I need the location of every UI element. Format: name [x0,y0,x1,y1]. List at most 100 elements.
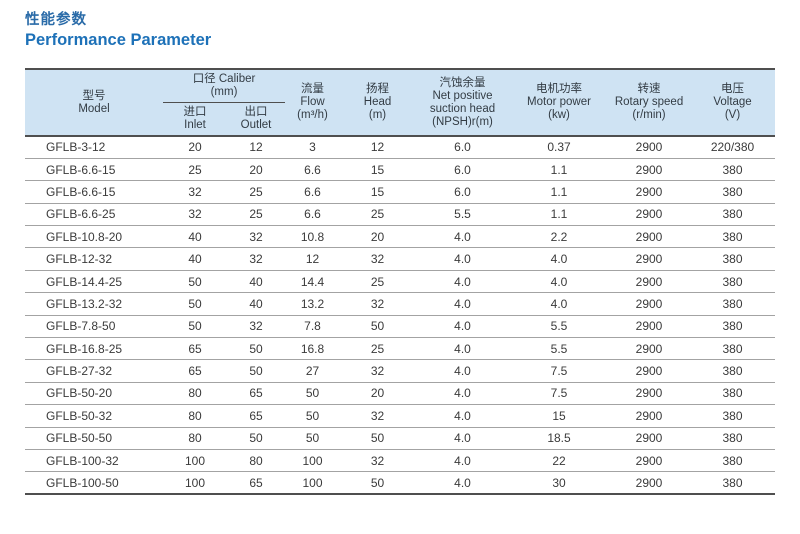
value-cell: 65 [163,359,227,383]
model-cell: GFLB-12-32 [25,247,163,271]
value-cell: 4.0 [415,314,511,338]
value-cell: 50 [227,337,286,360]
value-cell: 7.5 [510,359,609,383]
value-cell: 25 [340,269,416,293]
value-cell: 22 [510,448,609,472]
value-cell: 50 [227,359,286,383]
table-row: GFLB-7.8-50 50 32 7.8 50 4.0 5.5 2900 380 [25,314,776,338]
value-cell: 100 [285,448,341,472]
value-cell: 4.0 [415,359,511,383]
value-cell: 6.6 [285,157,341,181]
value-cell: 80 [163,404,227,428]
model-cell: GFLB-16.8-25 [25,337,163,360]
value-cell: 4.0 [510,292,609,316]
value-cell: 50 [340,314,416,338]
value-cell: 32 [163,180,227,204]
value-cell: 32 [227,247,286,271]
header-row-main: 型号 Model 口径 Caliber (mm) 流量 Flow (m³/h) … [25,68,776,136]
value-cell: 32 [340,448,416,472]
col-header-npsh: 汽蚀余量 Net positive suction head (NPSH)r(m… [415,68,511,136]
value-cell: 13.2 [285,292,341,316]
value-cell: 4.0 [510,247,609,271]
value-cell: 50 [163,269,227,293]
value-cell: 5.5 [510,314,609,338]
table-row: GFLB-3-12 20 12 3 12 6.0 0.37 2900 220/380 [25,134,776,159]
col-header-model: 型号 Model [25,68,163,136]
value-cell: 32 [340,292,416,316]
model-cell: GFLB-6.6-25 [25,202,163,226]
header-row-sub: 进口 Inlet 出口 Outlet [25,102,775,136]
value-cell: 2900 [608,157,691,181]
value-cell: 12 [285,247,341,271]
value-cell: 3 [285,134,341,159]
value-cell: 4.0 [415,247,511,271]
value-cell: 380 [690,269,776,293]
value-cell: 65 [227,471,286,496]
value-cell: 4.0 [415,448,511,472]
col-header-model-en: Model [78,102,110,115]
table-row: GFLB-12-32 40 32 12 32 4.0 4.0 2900 380 [25,247,776,271]
value-cell: 2900 [608,225,691,248]
value-cell: 40 [227,269,286,293]
model-cell: GFLB-50-20 [25,381,163,405]
value-cell: 4.0 [415,426,511,450]
value-cell: 25 [227,202,286,226]
value-cell: 100 [285,471,341,496]
value-cell: 2900 [608,180,691,204]
value-cell: 380 [690,404,776,428]
value-cell: 4.0 [415,381,511,405]
value-cell: 12 [227,134,286,159]
value-cell: 25 [163,157,227,181]
value-cell: 380 [690,426,776,450]
value-cell: 30 [510,471,609,496]
table-row: GFLB-100-32 100 80 100 32 4.0 22 2900 380 [25,448,776,472]
col-header-inlet: 进口 Inlet [163,102,227,136]
performance-parameter-table: 型号 Model 口径 Caliber (mm) 流量 Flow (m³/h) … [25,68,776,496]
page-title: 性能参数 Performance Parameter [25,12,211,51]
value-cell: 6.6 [285,202,341,226]
table-row: GFLB-6.6-25 32 25 6.6 25 5.5 1.1 2900 380 [25,202,776,226]
value-cell: 2900 [608,448,691,472]
table-row: GFLB-16.8-25 65 50 16.8 25 4.0 5.5 2900 380 [25,337,776,360]
value-cell: 50 [163,292,227,316]
value-cell: 100 [163,471,227,496]
col-header-caliber-unit: (mm) [210,86,238,98]
value-cell: 6.0 [415,180,511,204]
value-cell: 20 [227,157,286,181]
value-cell: 50 [163,314,227,338]
table-row: GFLB-6.6-15 32 25 6.6 15 6.0 1.1 2900 380 [25,180,776,204]
value-cell: 50 [285,426,341,450]
value-cell: 32 [227,314,286,338]
value-cell: 32 [227,225,286,248]
value-cell: 4.0 [415,225,511,248]
value-cell: 2.2 [510,225,609,248]
table-row: GFLB-50-50 80 50 50 50 4.0 18.5 2900 380 [25,426,776,450]
col-header-head: 扬程 Head (m) [340,68,416,136]
value-cell: 380 [690,381,776,405]
page-title-zh: 性能参数 [25,12,87,28]
model-cell: GFLB-13.2-32 [25,292,163,316]
value-cell: 380 [690,202,776,226]
table-row: GFLB-10.8-20 40 32 10.8 20 4.0 2.2 2900 380 [25,225,776,248]
model-cell: GFLB-6.6-15 [25,157,163,181]
value-cell: 380 [690,314,776,338]
value-cell: 1.1 [510,180,609,204]
page-title-en: Performance Parameter [25,31,212,50]
table-body: GFLB-3-12 20 12 3 12 6.0 0.37 2900 220/380 GFLB-6… [25,134,776,496]
model-cell: GFLB-100-50 [25,471,163,496]
model-cell: GFLB-50-32 [25,404,163,428]
table-row: GFLB-14.4-25 50 40 14.4 25 4.0 4.0 2900 380 [25,269,776,293]
value-cell: 2900 [608,381,691,405]
model-cell: GFLB-10.8-20 [25,225,163,248]
value-cell: 32 [163,202,227,226]
value-cell: 2900 [608,247,691,271]
col-header-voltage: 电压 Voltage (V) [690,68,776,136]
value-cell: 16.8 [285,337,341,360]
value-cell: 65 [227,381,286,405]
table-row: GFLB-27-32 65 50 27 32 4.0 7.5 2900 380 [25,359,776,383]
value-cell: 40 [227,292,286,316]
col-header-caliber-label: 口径 Caliber [192,73,256,85]
value-cell: 380 [690,337,776,360]
value-cell: 380 [690,157,776,181]
value-cell: 15 [340,157,416,181]
